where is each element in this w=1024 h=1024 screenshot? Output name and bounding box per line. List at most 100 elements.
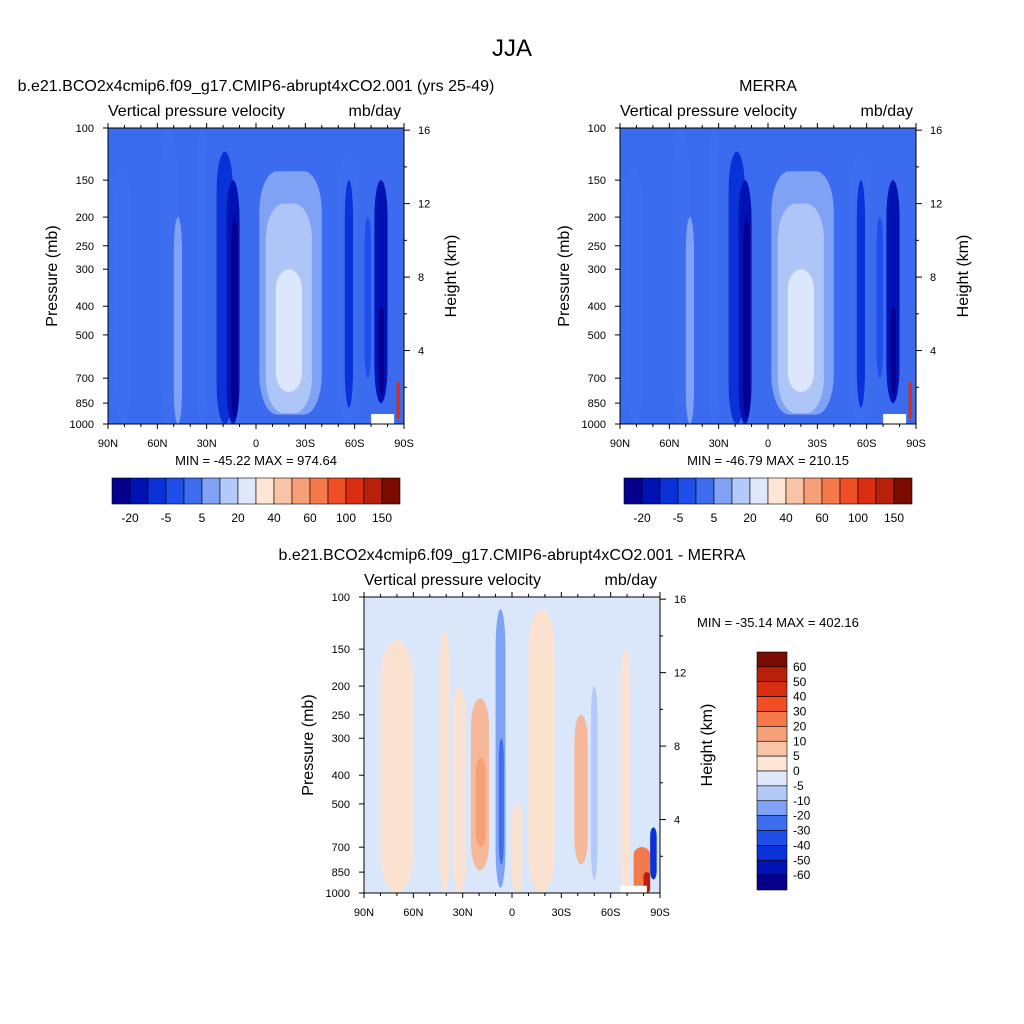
contour-region <box>452 686 466 893</box>
y2-tick-label: 16 <box>930 125 942 137</box>
colorbar-box <box>345 477 365 505</box>
colorbar-box <box>756 755 788 772</box>
y2-tick-label: 4 <box>418 346 424 358</box>
colorbar-box <box>129 477 149 505</box>
colorbar-box <box>756 785 788 802</box>
field-background <box>620 128 916 424</box>
y-tick-label: 850 <box>76 398 94 410</box>
colorbar-label: -10 <box>793 794 811 808</box>
left-string: Vertical pressure velocity <box>108 103 285 120</box>
colorbar-box <box>695 477 715 505</box>
x-tick-label: 30N <box>709 438 729 450</box>
y2-tick-label: 4 <box>674 815 680 827</box>
y2-axis-label: Height (km) <box>699 704 716 787</box>
y2-tick-label: 12 <box>674 668 686 680</box>
colorbar-label: 5 <box>793 749 800 763</box>
y-tick-label: 100 <box>588 123 606 135</box>
colorbar-box <box>273 477 293 505</box>
contour-region <box>344 180 354 408</box>
y-tick-label: 100 <box>332 592 350 604</box>
colorbar-label: 150 <box>372 511 392 525</box>
colorbar-box <box>219 477 239 505</box>
colorbar-label: 50 <box>793 675 807 689</box>
colorbar-box <box>756 845 788 861</box>
colorbar-label: 0 <box>793 764 800 778</box>
y-tick-label: 150 <box>588 175 606 187</box>
colorbar-label: 150 <box>884 511 904 525</box>
y-tick-label: 250 <box>332 710 350 722</box>
colorbar-label: -5 <box>161 511 172 525</box>
colorbar-box <box>623 477 643 505</box>
contour-region <box>231 217 238 418</box>
contour-region <box>626 166 644 424</box>
y-axis-label: Pressure (mb) <box>556 225 573 326</box>
topography-mask <box>620 885 647 893</box>
y2-axis-label: Height (km) <box>955 235 972 318</box>
colorbar-label: -5 <box>673 511 684 525</box>
colorbar-box <box>111 477 131 505</box>
x-tick-label: 90N <box>98 438 118 450</box>
colorbar-box <box>839 477 859 505</box>
contour-region <box>498 738 504 865</box>
y-tick-label: 700 <box>76 373 94 385</box>
colorbar-box <box>756 726 788 742</box>
y-tick-label: 400 <box>588 301 606 313</box>
colorbar-box <box>821 477 841 505</box>
contour-region <box>439 630 450 893</box>
x-tick-label: 90S <box>650 907 670 919</box>
colorbar-label: -50 <box>793 853 811 867</box>
right-string: mb/day <box>605 572 657 589</box>
y-tick-label: 300 <box>332 733 350 745</box>
panel-3: b.e21.BCO2x4cmip6.f09_g17.CMIP6-abrupt4x… <box>279 547 859 919</box>
x-tick-label: 30N <box>197 438 217 450</box>
y2-tick-label: 8 <box>674 741 680 753</box>
x-tick-label: 60N <box>403 907 423 919</box>
colorbar-box <box>677 477 697 505</box>
y-tick-label: 850 <box>588 398 606 410</box>
contour-region <box>512 803 522 893</box>
figure-title: JJA <box>492 35 532 62</box>
contour-region <box>379 306 385 396</box>
x-tick-label: 90N <box>354 907 374 919</box>
colorbar-box <box>875 477 895 505</box>
contour-region <box>160 128 178 424</box>
x-tick-label: 0 <box>765 438 771 450</box>
x-tick-label: 30N <box>453 907 473 919</box>
colorbar-label: -30 <box>793 824 811 838</box>
y-tick-label: 100 <box>76 123 94 135</box>
x-tick-label: 90S <box>394 438 414 450</box>
colorbar-label: -60 <box>793 868 811 882</box>
contour-region <box>528 609 555 893</box>
y2-tick-label: 16 <box>418 125 430 137</box>
colorbar-label: 20 <box>231 511 245 525</box>
y-tick-label: 700 <box>332 842 350 854</box>
topography-mask <box>371 413 395 424</box>
colorbar-box <box>641 477 661 505</box>
contour-region <box>380 640 414 893</box>
panel-title: b.e21.BCO2x4cmip6.f09_g17.CMIP6-abrupt4x… <box>18 78 495 95</box>
contour-region <box>650 827 657 880</box>
y-tick-label: 150 <box>332 644 350 656</box>
colorbar-box <box>756 711 788 727</box>
y2-tick-label: 12 <box>930 199 942 211</box>
colorbar-label: 20 <box>793 719 807 733</box>
contour-region <box>574 714 588 865</box>
y-tick-label: 150 <box>76 175 94 187</box>
panel-1: b.e21.BCO2x4cmip6.f09_g17.CMIP6-abrupt4x… <box>18 78 495 525</box>
x-tick-label: 90N <box>610 438 630 450</box>
contour-region <box>743 217 750 418</box>
colorbar-box <box>659 477 679 505</box>
colorbar-label: 40 <box>779 511 793 525</box>
colorbar-box <box>713 477 733 505</box>
y-tick-label: 250 <box>76 241 94 253</box>
y-axis-label: Pressure (mb) <box>44 225 61 326</box>
left-string: Vertical pressure velocity <box>364 572 541 589</box>
y-tick-label: 300 <box>588 264 606 276</box>
x-tick-label: 60S <box>345 438 365 450</box>
contour-region <box>590 686 598 880</box>
y-tick-label: 400 <box>76 301 94 313</box>
x-tick-label: 0 <box>253 438 259 450</box>
x-tick-label: 0 <box>509 907 515 919</box>
contour-region <box>685 217 694 424</box>
